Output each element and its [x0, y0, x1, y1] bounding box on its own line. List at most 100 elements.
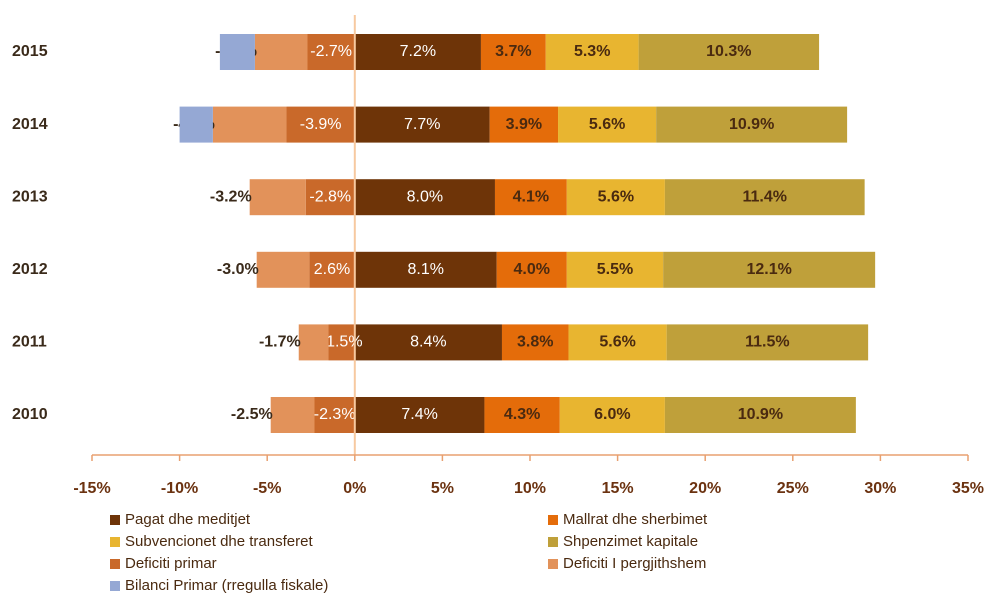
bar-segment	[309, 251, 355, 288]
x-tick-label: 10%	[514, 480, 546, 497]
data-label: 8.1%	[408, 261, 444, 278]
data-label: 5.6%	[599, 334, 635, 351]
bar-segment	[666, 324, 869, 361]
bar-segment	[545, 34, 639, 70]
data-label: 11.4%	[743, 188, 787, 205]
bar-segment	[558, 106, 657, 143]
legend-label: Bilanci Primar (rregulla fiskale)	[125, 577, 328, 594]
data-label: 4.1%	[513, 188, 549, 205]
bar-segment	[328, 324, 355, 361]
bar-segment	[286, 106, 355, 143]
bar-segment	[501, 324, 569, 361]
data-label: -2.5%	[231, 406, 273, 423]
bar-segment	[656, 106, 848, 143]
legend-swatch	[110, 515, 120, 525]
y-tick-label: 2015	[12, 43, 48, 60]
x-tick-label: -15%	[73, 480, 110, 497]
data-label: 10.9%	[729, 116, 774, 133]
x-tick-label: 15%	[602, 480, 634, 497]
bar-segment	[559, 397, 665, 433]
data-label: -2.7%	[310, 43, 352, 60]
x-tick-label: -10%	[161, 480, 198, 497]
x-tick-label: 25%	[777, 480, 809, 497]
bar-segment	[480, 34, 546, 70]
data-label: 6.0%	[594, 406, 630, 423]
data-label: 7.2%	[400, 43, 436, 60]
bar-segment	[354, 324, 502, 361]
y-tick-label: 2014	[12, 116, 48, 133]
bar-segment	[354, 397, 485, 433]
data-label: 10.3%	[706, 43, 751, 60]
bar-segment	[212, 106, 287, 143]
bar-segment	[314, 397, 355, 433]
bar-segment	[354, 179, 495, 216]
bar-segment	[219, 34, 255, 70]
bar-segment	[179, 106, 213, 143]
y-tick-label: 2013	[12, 188, 48, 205]
bar-segment	[664, 179, 865, 216]
legend-swatch	[548, 515, 558, 525]
data-label: 7.7%	[404, 116, 440, 133]
bar-segment	[254, 34, 308, 70]
legend-label: Pagat dhe meditjet	[125, 511, 251, 528]
x-tick-label: -5%	[253, 480, 281, 497]
data-label: 3.8%	[517, 334, 553, 351]
data-label: 5.6%	[589, 116, 625, 133]
bar-segment	[354, 251, 497, 288]
data-label: 11.5%	[745, 334, 789, 351]
data-label: 12.1%	[746, 261, 791, 278]
bar-segment	[664, 397, 856, 433]
bar-segment	[307, 34, 355, 70]
legend-swatch	[110, 581, 120, 591]
y-tick-label: 2010	[12, 406, 48, 423]
bar-segment	[354, 34, 481, 70]
data-label: -3.0%	[217, 261, 259, 278]
bar-segment	[354, 106, 490, 143]
data-label: -3.9%	[300, 116, 342, 133]
legend-swatch	[110, 537, 120, 547]
x-tick-label: 5%	[431, 480, 454, 497]
y-tick-label: 2011	[12, 334, 47, 351]
bar-segment	[496, 251, 567, 288]
data-label: 4.3%	[504, 406, 540, 423]
legend-label: Mallrat dhe sherbimet	[563, 511, 708, 528]
bar-segment	[566, 251, 664, 288]
data-label: 4.0%	[514, 261, 550, 278]
data-label: 3.9%	[506, 116, 542, 133]
bar-segment	[566, 179, 665, 216]
bar-segment	[489, 106, 559, 143]
legend-swatch	[548, 537, 558, 547]
y-tick-label: 2012	[12, 261, 48, 278]
bar-segment	[568, 324, 667, 361]
bar-segment	[249, 179, 306, 216]
x-tick-label: 35%	[952, 480, 984, 497]
legend-label: Shpenzimet kapitale	[563, 533, 698, 550]
data-label: -2.8%	[309, 188, 351, 205]
legend-swatch	[110, 559, 120, 569]
legend-label: Deficiti primar	[125, 555, 217, 572]
data-label: -3.2%	[210, 188, 252, 205]
bar-segment	[256, 251, 310, 288]
bar-segment	[305, 179, 355, 216]
data-label: 3.7%	[495, 43, 531, 60]
data-label: 5.6%	[598, 188, 634, 205]
bar-segment	[298, 324, 329, 361]
legend-label: Subvencionet dhe transferet	[125, 533, 313, 550]
bar-segment	[638, 34, 820, 70]
data-label: 5.5%	[597, 261, 633, 278]
data-label: 7.4%	[401, 406, 437, 423]
x-tick-label: 0%	[343, 480, 366, 497]
x-tick-label: 20%	[689, 480, 721, 497]
legend-label: Deficiti I pergjithshem	[563, 555, 706, 572]
bar-segment	[270, 397, 315, 433]
legend-swatch	[548, 559, 558, 569]
data-label: 5.3%	[574, 43, 610, 60]
data-label: -2.3%	[314, 406, 356, 423]
data-label: 8.4%	[410, 334, 446, 351]
data-label: -1.7%	[259, 334, 301, 351]
data-label: -1.5%	[321, 334, 363, 351]
bar-segment	[494, 179, 567, 216]
bar-segment	[663, 251, 876, 288]
data-label: 10.9%	[738, 406, 783, 423]
